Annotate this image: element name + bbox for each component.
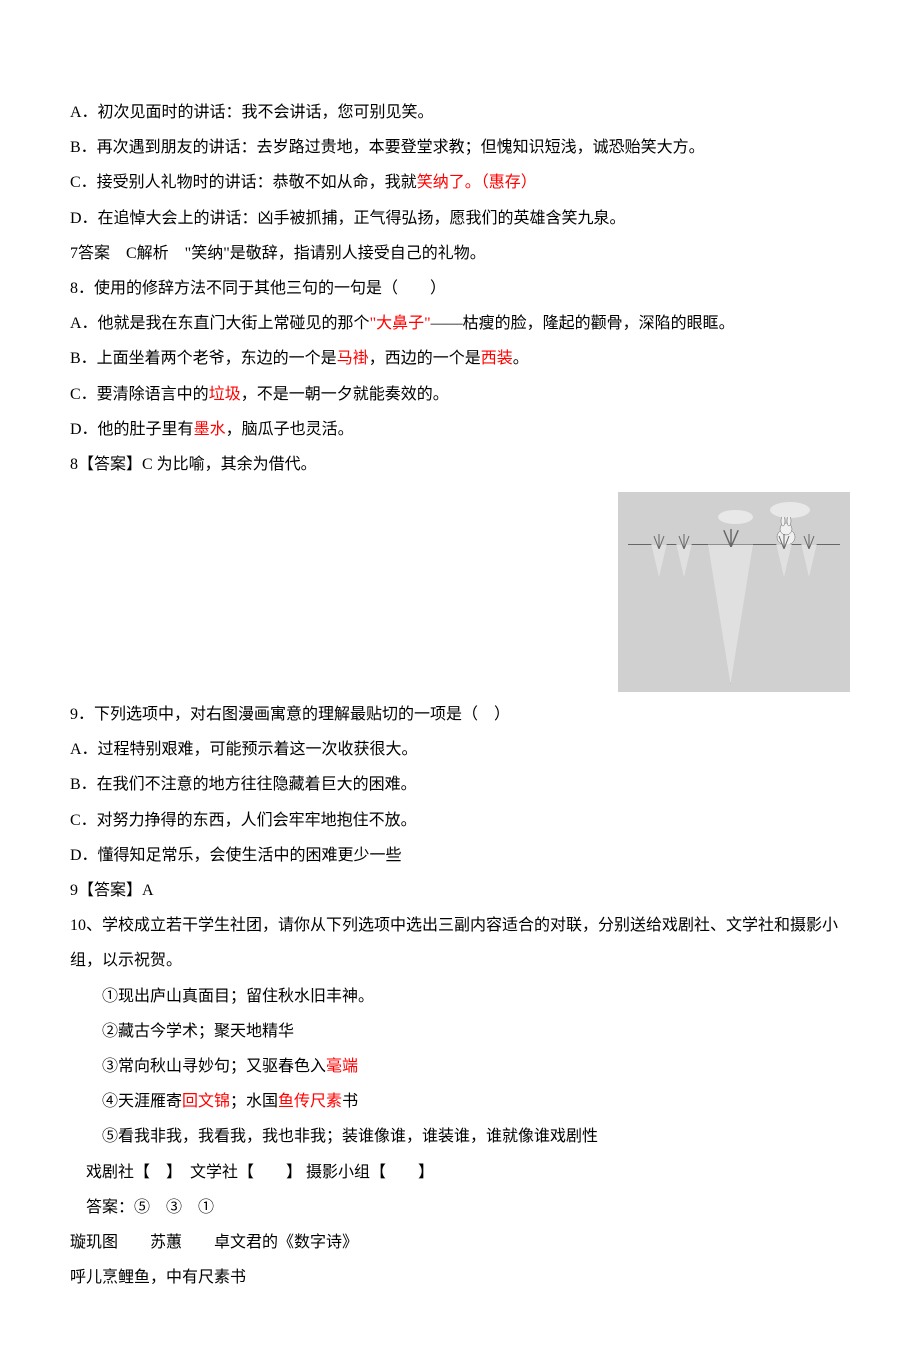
q9-option-d: D．懂得知足常乐，会使生活中的困难更少一些: [70, 838, 850, 873]
footer-line1: 璇玑图 苏蕙 卓文君的《数字诗》: [70, 1225, 850, 1260]
q10-opt4-p1: ④天涯雁寄: [102, 1093, 182, 1110]
q7-option-a: A．初次见面时的讲话：我不会讲话，您可别见笑。: [70, 95, 850, 130]
q7-answer: 7答案 C解析 "笑纳"是敬辞，指请别人接受自己的礼物。: [70, 236, 850, 271]
footer-line2: 呼儿烹鲤鱼，中有尺素书: [70, 1260, 850, 1295]
q7-option-c: C．接受别人礼物时的讲话：恭敬不如从命，我就笑纳了。（惠存）: [70, 165, 850, 200]
q8-b-p3: 。: [513, 350, 529, 367]
q7-option-d: D．在追悼大会上的讲话：凶手被抓捕，正气得弘扬，愿我们的英雄含笑九泉。: [70, 201, 850, 236]
q10-fill: 戏剧社【 】 文学社【 】 摄影小组【 】: [70, 1155, 850, 1190]
q8-a-p2: ——枯瘦的脸，隆起的颧骨，深陷的眼眶。: [431, 315, 735, 332]
q10-opt4-p3: 书: [342, 1093, 358, 1110]
q8-b-red2: 西装: [481, 350, 513, 367]
carrot-small-icon: [673, 539, 695, 577]
q8-d-red: 墨水: [194, 421, 226, 438]
q8-stem: 8．使用的修辞方法不同于其他三句的一句是（ ）: [70, 271, 850, 306]
q8-d-p1: D．他的肚子里有: [70, 421, 194, 438]
carrot-small-icon: [648, 539, 670, 577]
q9-option-b: B．在我们不注意的地方往往隐藏着巨大的困难。: [70, 767, 850, 802]
q10-opt4: ④天涯雁寄回文锦；水国鱼传尺素书: [70, 1084, 850, 1119]
q8-b-p1: B．上面坐着两个老爷，东边的一个是: [70, 350, 337, 367]
q8-b-red1: 马褂: [337, 350, 369, 367]
q8-option-d: D．他的肚子里有墨水，脑瓜子也灵活。: [70, 412, 850, 447]
q8-c-p2: ，不是一朝一夕就能奏效的。: [241, 386, 449, 403]
q10-opt4-p2: ；水国: [230, 1093, 278, 1110]
q9-option-a: A．过程特别艰难，可能预示着这一次收获很大。: [70, 732, 850, 767]
q10-opt3: ③常向秋山寻妙句；又驱春色入毫端: [70, 1049, 850, 1084]
q10-answer: 答案：⑤ ③ ①: [70, 1190, 850, 1225]
q7-option-c-prefix: C．接受别人礼物时的讲话：恭敬不如从命，我就: [70, 174, 417, 191]
q8-c-p1: C．要清除语言中的: [70, 386, 209, 403]
q10-stem: 10、学校成立若干学生社团，请你从下列选项中选出三副内容适合的对联，分别送给戏剧…: [70, 908, 850, 978]
q7-option-c-highlight: 笑纳了。（惠存）: [417, 174, 537, 191]
cloud-icon: [770, 502, 810, 518]
cartoon-image: [618, 492, 850, 692]
q10-opt4-red1: 回文锦: [182, 1093, 230, 1110]
q8-option-b: B．上面坐着两个老爷，东边的一个是马褂，西边的一个是西装。: [70, 341, 850, 376]
q8-option-c: C．要清除语言中的垃圾，不是一朝一夕就能奏效的。: [70, 377, 850, 412]
q10-opt3-p1: ③常向秋山寻妙句；又驱春色入: [102, 1058, 326, 1075]
q7-option-b: B．再次遇到朋友的讲话：去岁路过贵地，本要登堂求教；但愧知识短浅，诚恐贻笑大方。: [70, 130, 850, 165]
q9-option-c: C．对努力挣得的东西，人们会牢牢地抱住不放。: [70, 803, 850, 838]
carrot-small-icon: [798, 539, 820, 577]
q10-opt4-red2: 鱼传尺素: [278, 1093, 342, 1110]
q10-opt3-red: 毫端: [326, 1058, 358, 1075]
q9-answer: 9【答案】A: [70, 873, 850, 908]
carrot-small-icon: [773, 539, 795, 577]
q8-a-p1: A．他就是我在东直门大街上常碰见的那个: [70, 315, 370, 332]
q8-d-p2: ，脑瓜子也灵活。: [226, 421, 354, 438]
q9-stem: 9．下列选项中，对右图漫画寓意的理解最贴切的一项是（ ）: [70, 697, 850, 732]
q10-opt2: ②藏古今学术；聚天地精华: [70, 1014, 850, 1049]
cloud-icon: [718, 510, 753, 524]
carrot-big-icon: [693, 534, 768, 684]
q10-opt1: ①现出庐山真面目；留住秋水旧丰神。: [70, 979, 850, 1014]
q8-answer: 8【答案】C 为比喻，其余为借代。: [70, 447, 850, 482]
q8-c-red: 垃圾: [209, 386, 241, 403]
q8-b-p2: ，西边的一个是: [369, 350, 481, 367]
q10-opt5: ⑤看我非我，我看我，我也非我；装谁像谁，谁装谁，谁就像谁戏剧性: [70, 1119, 850, 1154]
q8-option-a: A．他就是我在东直门大街上常碰见的那个"大鼻子"——枯瘦的脸，隆起的颧骨，深陷的…: [70, 306, 850, 341]
q8-a-red: "大鼻子": [370, 315, 431, 332]
